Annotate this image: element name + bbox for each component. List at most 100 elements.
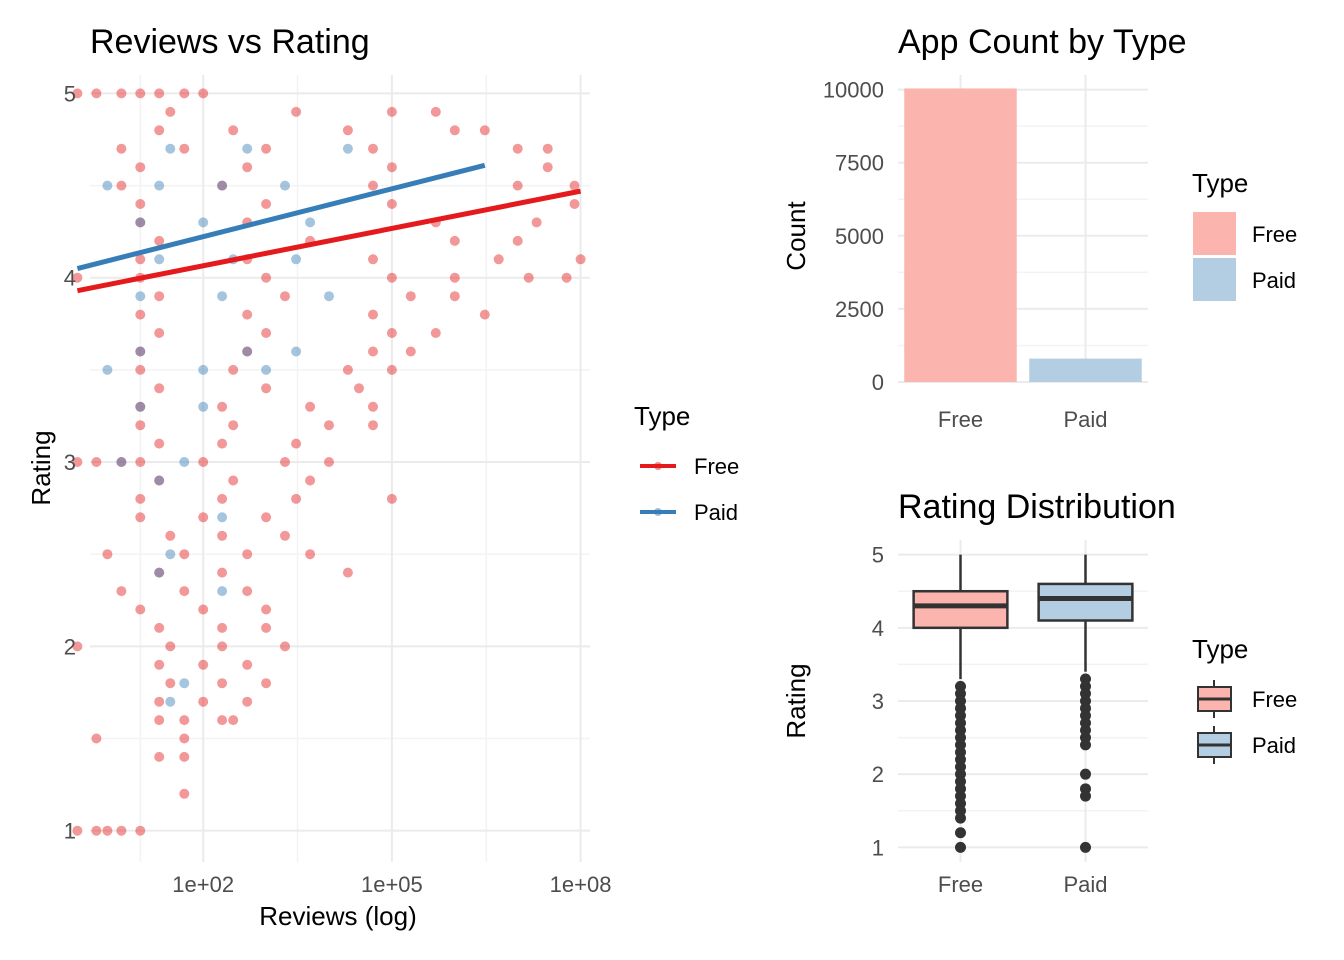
outlier-point [955,827,966,839]
scatter-point-free [386,272,397,283]
scatter-point-free [561,272,572,283]
scatter-point-free [198,604,209,615]
y-tick-label: 7500 [835,151,884,176]
y-tick-label: 5 [64,81,76,106]
scatter-point-free [217,438,228,449]
scatter-point-free [135,604,146,615]
scatter-point-free [280,641,290,652]
scatter-point-free [368,143,378,154]
scatter-point-free [512,235,523,246]
x-tick-label: 1e+02 [172,872,234,897]
legend-label-free: Free [694,454,739,479]
bar-paid [1029,358,1142,382]
y-tick-label: 5000 [835,224,884,249]
scatter-point-paid [165,143,176,154]
scatter-point-free [342,567,353,578]
scatter-y-ticks: 1 2 3 4 5 [64,81,76,843]
bar-legend-title: Type [1192,168,1248,198]
scatter-point-free [261,272,272,283]
scatter-point-paid [198,401,209,412]
scatter-point-free [386,364,397,375]
x-tick-label: Paid [1063,872,1107,897]
y-tick-label: 4 [64,266,76,291]
scatter-point-paid [154,180,165,191]
y-tick-label: 4 [872,616,884,641]
outlier-point [1080,739,1091,751]
box-body [912,589,1009,630]
bar-title: App Count by Type [898,23,1187,61]
scatter-point-free [405,346,416,357]
scatter-point-free [531,217,542,228]
y-tick-label: 2 [64,634,76,659]
trend-line-paid [76,162,486,271]
scatter-point-free [342,125,353,136]
outlier-point [1080,841,1091,853]
boxplot-legend-title: Type [1192,634,1248,664]
scatter-point-free [154,715,165,726]
scatter-point-free [242,586,253,597]
trend-line-free [76,188,582,294]
scatter-point-free [575,254,586,265]
scatter-point-free [179,143,190,154]
scatter-point-free [154,328,165,338]
scatter-point-free [305,549,316,560]
scatter-point-free [242,346,253,357]
scatter-point-paid [217,291,228,302]
scatter-point-paid [342,143,353,154]
scatter-point-paid [198,217,209,228]
legend-label-paid: Paid [694,500,738,525]
scatter-point-free [179,88,190,99]
scatter-point-free [72,88,83,99]
y-tick-label: 1 [64,819,76,844]
y-tick-label: 3 [872,689,884,714]
scatter-point-paid [291,346,302,357]
scatter-point-free [135,457,146,467]
scatter-point-free [116,825,127,836]
boxplot-x-ticks: Free Paid [938,872,1108,897]
boxplot-y-ticks: 1 2 3 4 5 [872,543,884,861]
scatter-point-free [217,180,228,191]
scatter-point-free [135,420,146,431]
scatter-point-free [242,162,253,173]
scatter-point-free [135,512,146,523]
x-tick-label: 1e+08 [550,872,612,897]
scatter-point-paid [135,401,146,412]
scatter-point-free [449,272,460,283]
scatter-point-free [386,106,397,117]
scatter-point-free [542,143,553,154]
scatter-point-free [179,788,190,799]
scatter-point-paid [154,475,165,486]
scatter-point-free [305,475,316,486]
scatter-point-free [135,88,146,99]
legend-label-paid: Paid [1252,733,1296,758]
scatter-point-free [135,162,146,173]
scatter-point-free [228,475,239,486]
scatter-point-free [242,309,253,320]
scatter-point-free [198,696,209,707]
boxplot-title: Rating Distribution [898,488,1176,526]
scatter-point-free [569,199,580,209]
scatter-point-free [154,659,165,670]
y-tick-label: 3 [64,450,76,475]
scatter-point-free [165,106,176,117]
scatter-point-free [261,143,272,154]
scatter-point-paid [102,364,113,375]
x-tick-label: 1e+05 [361,872,423,897]
scatter-point-paid [305,217,316,228]
boxplot-legend: Type Free Paid [1192,634,1297,764]
scatter-point-paid [261,364,272,375]
y-tick-label: 0 [872,370,884,395]
boxplot-y-axis-title: Rating [781,663,811,738]
scatter-point-free [179,715,190,726]
scatter-point-free [291,493,302,504]
scatter-point-free [91,733,102,744]
scatter-legend-title: Type [634,401,690,431]
bar-panel: App Count by Type 0 2500 5000 7500 10000 Fre… [781,23,1297,432]
legend-key-free [640,462,676,470]
scatter-point-free [154,696,165,707]
scatter-point-free [135,346,146,357]
scatter-point-free [135,199,146,209]
scatter-point-paid [165,696,176,707]
scatter-point-free [217,530,228,541]
